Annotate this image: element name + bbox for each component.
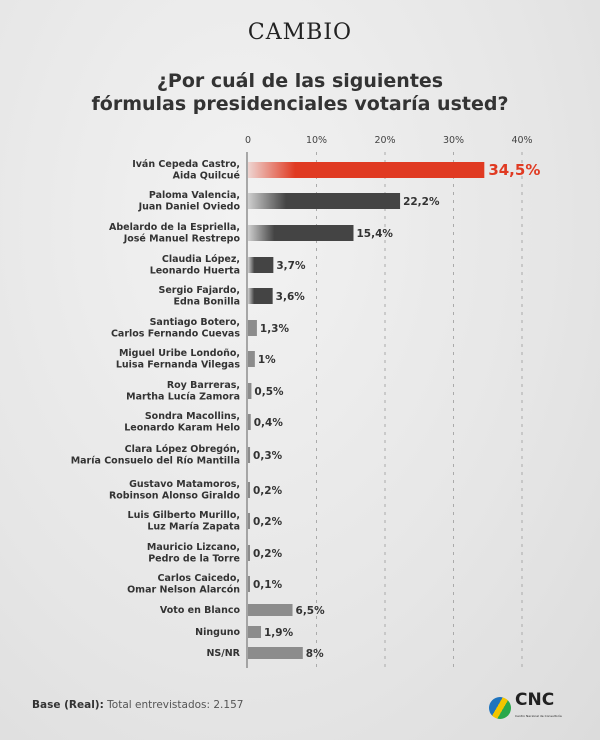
bar xyxy=(248,604,293,616)
bar xyxy=(248,414,251,430)
data-label: 1,9% xyxy=(264,627,294,639)
category-label: Luisa Fernanda Vilegas xyxy=(116,360,240,371)
category-label: Ninguno xyxy=(195,627,240,638)
category-label: Leonardo Karam Helo xyxy=(124,423,240,434)
category-label: Carlos Fernando Cuevas xyxy=(111,329,240,340)
category-label: Robinson Alonso Giraldo xyxy=(109,491,241,502)
bar xyxy=(248,447,251,463)
bar xyxy=(248,576,250,592)
category-label: Luz María Zapata xyxy=(147,522,240,533)
chart-title: ¿Por cuál de las siguientes fórmulas pre… xyxy=(0,70,600,116)
data-label: 0,2% xyxy=(253,548,283,560)
bar xyxy=(248,193,401,209)
category-label: Iván Cepeda Castro, xyxy=(132,159,240,170)
category-label: Sondra Macollins, xyxy=(145,411,240,422)
x-tick-label: 40% xyxy=(511,135,532,146)
base-label: Base (Real): xyxy=(32,699,104,711)
data-label: 0,5% xyxy=(254,386,284,398)
data-label: 8% xyxy=(306,648,324,660)
cnc-logo-subtitle: Centro Nacional de Consultoría xyxy=(515,714,562,718)
data-label: 34,5% xyxy=(488,161,540,179)
data-label: 0,1% xyxy=(253,579,283,591)
bar xyxy=(248,162,485,178)
data-label: 0,2% xyxy=(253,516,283,528)
bar xyxy=(248,288,273,304)
category-label: Mauricio Lizcano, xyxy=(147,542,240,553)
bar xyxy=(248,626,262,638)
cnc-logo-icon xyxy=(489,697,511,719)
category-label: Miguel Uribe Londoño, xyxy=(119,348,240,359)
x-tick-label: 0 xyxy=(245,135,251,146)
category-label: Claudia López, xyxy=(162,254,240,265)
data-label: 0,4% xyxy=(254,417,284,429)
data-label: 3,6% xyxy=(276,291,306,303)
category-label: Clara López Obregón, xyxy=(125,444,240,455)
bar xyxy=(248,257,274,273)
category-label: Abelardo de la Espriella, xyxy=(109,222,240,233)
category-label: Leonardo Huerta xyxy=(150,266,240,277)
x-tick-label: 30% xyxy=(443,135,464,146)
category-label: Juan Daniel Oviedo xyxy=(138,202,241,213)
brand-logo: CAMBIO xyxy=(247,20,353,45)
data-label: 3,7% xyxy=(276,260,306,272)
cnc-logo: CNC Centro Nacional de Consultoría xyxy=(489,692,562,724)
data-label: 1% xyxy=(258,354,276,366)
data-label: 1,3% xyxy=(260,323,290,335)
bar xyxy=(248,482,250,498)
category-label: Roy Barreras, xyxy=(167,380,240,391)
data-label: 15,4% xyxy=(356,228,393,240)
bar xyxy=(248,383,252,399)
category-label: María Consuelo del Río Mantilla xyxy=(71,456,240,467)
data-label: 0,3% xyxy=(253,450,283,462)
category-label: Omar Nelson Alarcón xyxy=(127,585,240,596)
bar xyxy=(248,320,257,336)
bar xyxy=(248,647,303,659)
category-label: NS/NR xyxy=(206,648,240,659)
bar xyxy=(248,545,250,561)
category-label: Pedro de la Torre xyxy=(148,554,240,565)
data-label: 6,5% xyxy=(296,605,326,617)
category-label: Gustavo Matamoros, xyxy=(129,479,240,490)
category-label: José Manuel Restrepo xyxy=(123,234,241,245)
data-label: 0,2% xyxy=(253,485,283,497)
footer-base: Base (Real): Total entrevistados: 2.157 xyxy=(32,699,243,711)
category-label: Luis Gilberto Murillo, xyxy=(128,510,240,521)
cnc-logo-name: CNC xyxy=(515,690,555,710)
bar xyxy=(248,351,255,367)
category-label: Edna Bonilla xyxy=(174,297,240,308)
category-label: Carlos Caicedo, xyxy=(158,573,240,584)
bar xyxy=(248,225,354,241)
title-line-2: fórmulas presidenciales votaría usted? xyxy=(91,93,509,115)
x-tick-label: 10% xyxy=(306,135,327,146)
category-label: Santiago Botero, xyxy=(150,317,240,328)
data-label: 22,2% xyxy=(403,196,440,208)
base-text: Total entrevistados: 2.157 xyxy=(103,699,244,711)
category-label: Sergio Fajardo, xyxy=(159,285,241,296)
category-label: Paloma Valencia, xyxy=(149,190,240,201)
category-label: Voto en Blanco xyxy=(160,605,241,616)
x-tick-label: 20% xyxy=(374,135,395,146)
category-label: Aida Quilcué xyxy=(173,171,240,182)
category-label: Martha Lucía Zamora xyxy=(126,392,240,403)
title-line-1: ¿Por cuál de las siguientes xyxy=(156,70,444,92)
bar xyxy=(248,513,250,529)
